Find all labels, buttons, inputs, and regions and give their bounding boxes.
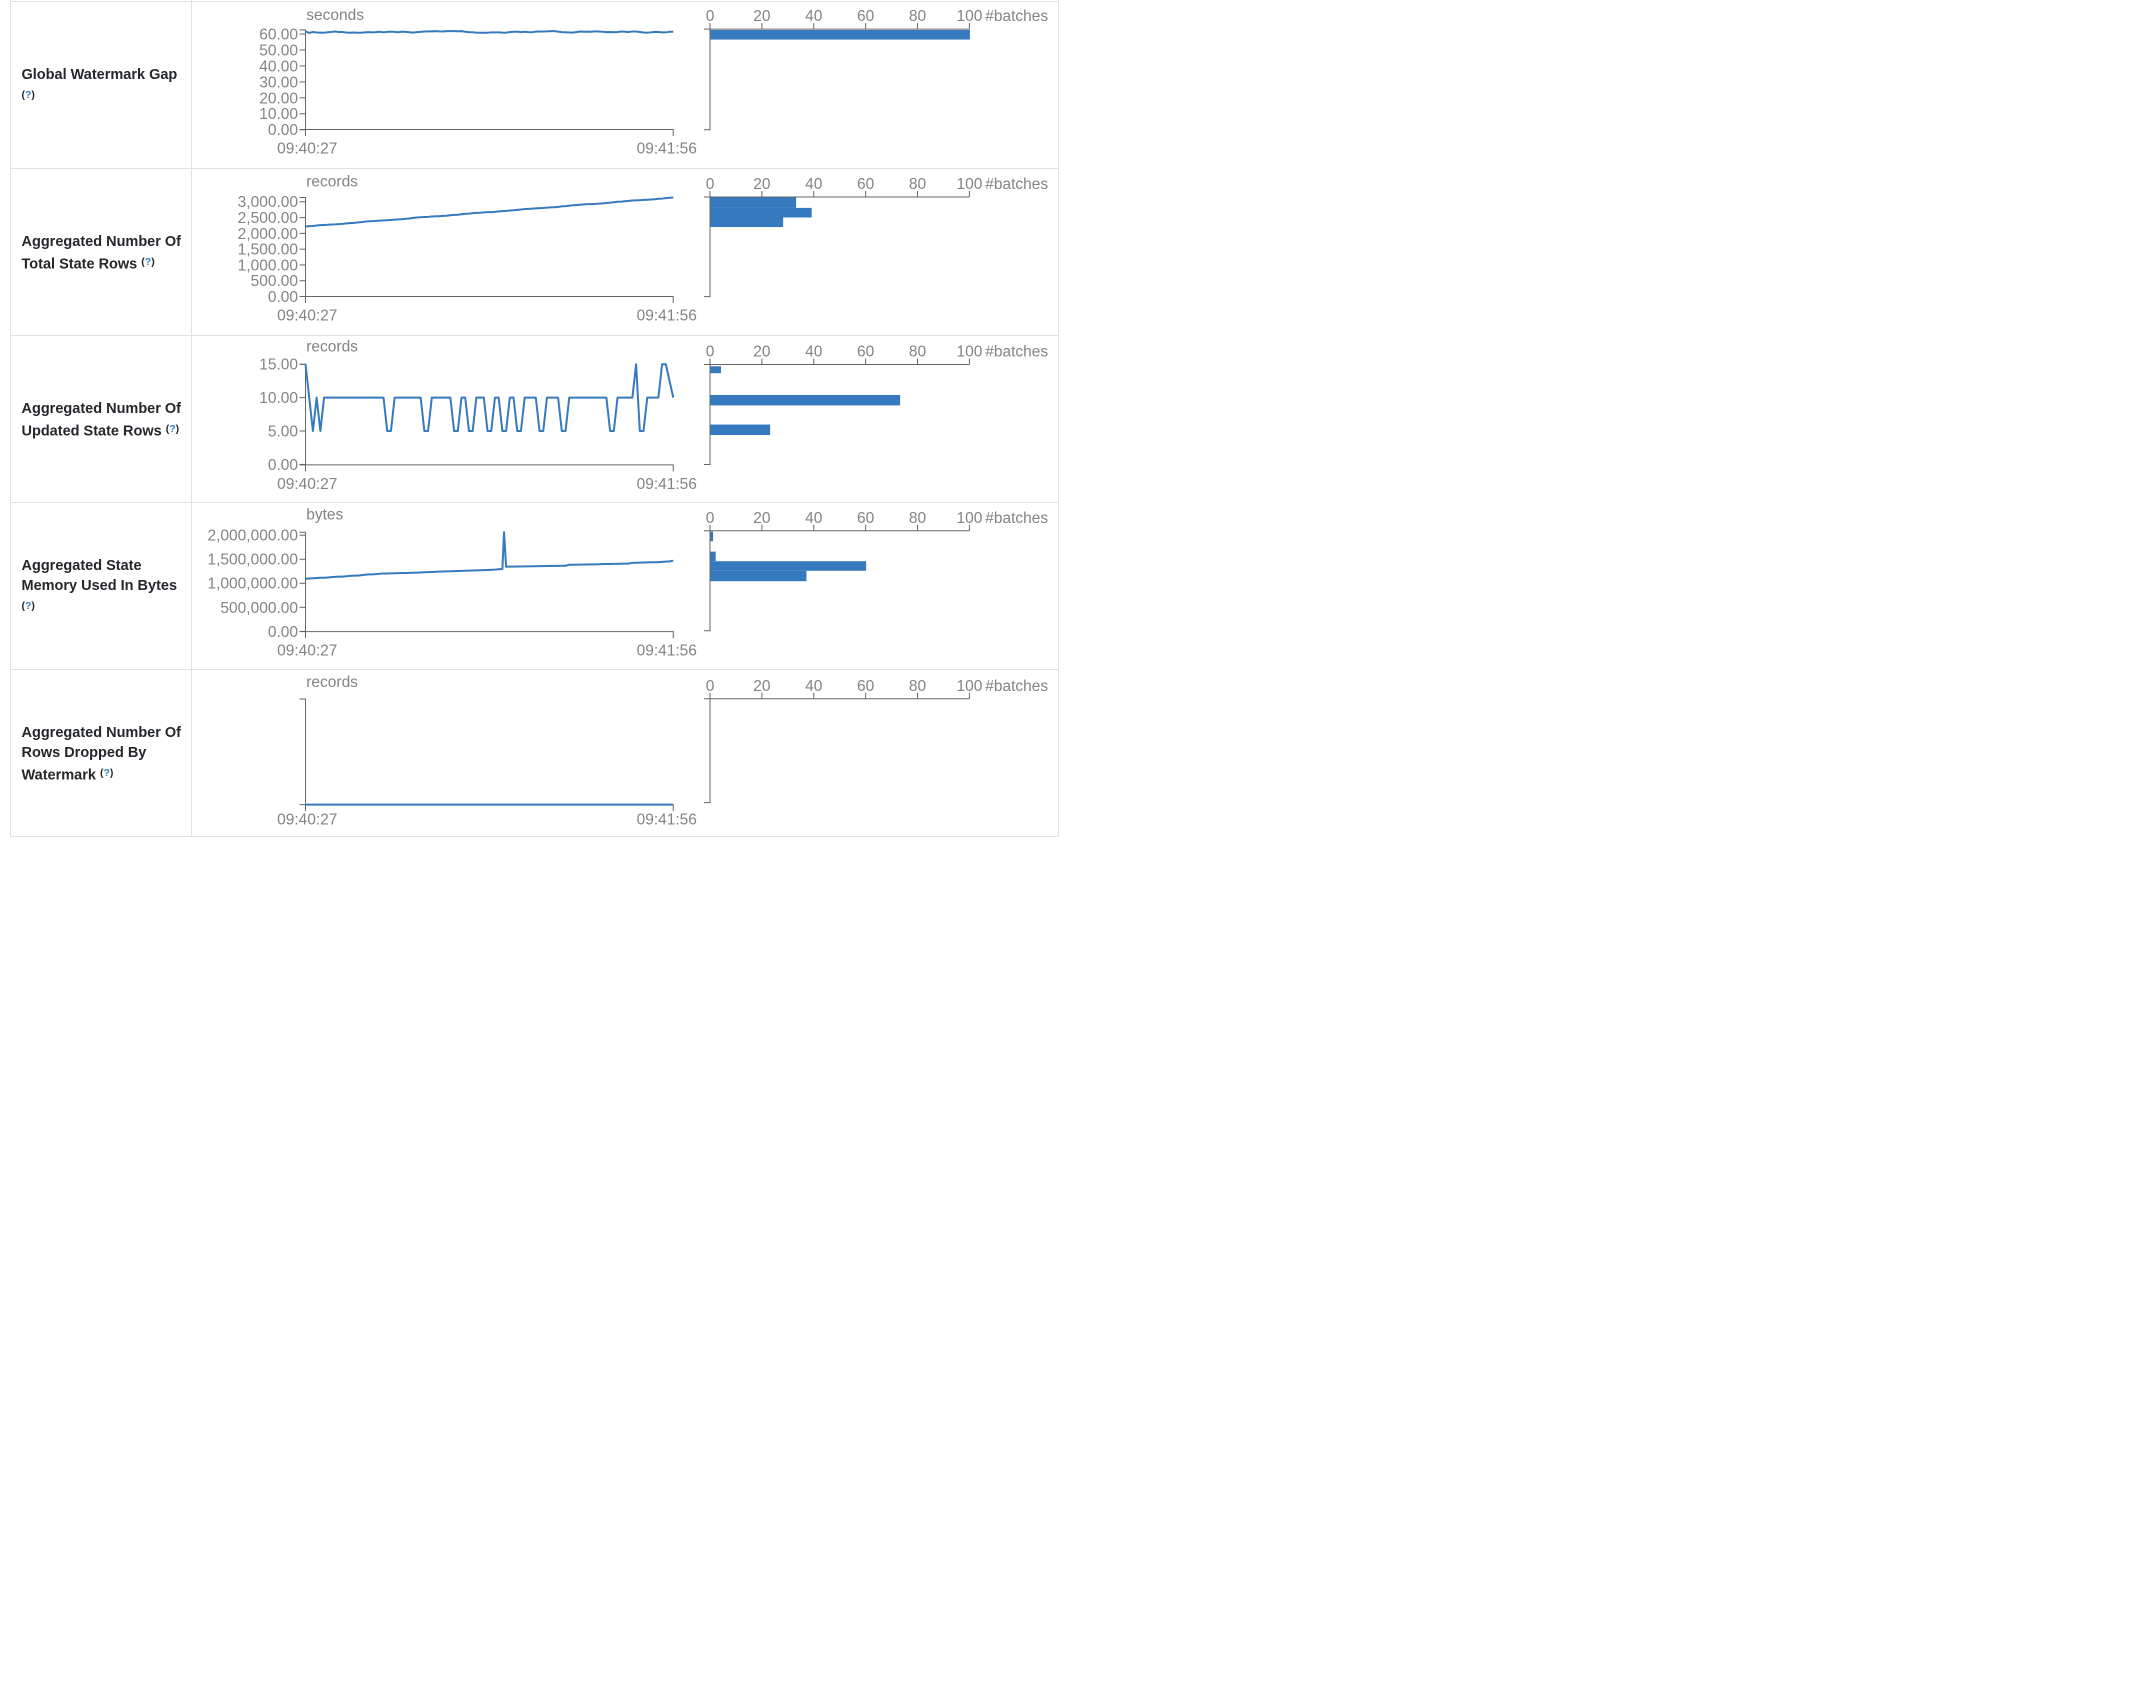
svg-text:100: 100 — [957, 344, 983, 361]
svg-text:60: 60 — [857, 678, 875, 695]
svg-text:#batches: #batches — [986, 8, 1049, 25]
svg-text:20: 20 — [754, 678, 772, 695]
svg-text:100: 100 — [957, 510, 983, 527]
svg-text:100: 100 — [957, 678, 983, 695]
svg-text:60: 60 — [857, 510, 875, 527]
svg-text:50.00: 50.00 — [259, 42, 298, 59]
svg-text:30.00: 30.00 — [259, 74, 298, 91]
svg-text:20: 20 — [754, 344, 772, 361]
svg-text:records: records — [307, 674, 359, 691]
svg-text:0: 0 — [706, 176, 715, 193]
svg-text:40: 40 — [805, 8, 823, 25]
svg-text:0: 0 — [706, 8, 715, 25]
svg-text:100: 100 — [957, 176, 983, 193]
svg-text:09:41:56: 09:41:56 — [637, 141, 697, 158]
svg-text:60: 60 — [857, 344, 875, 361]
svg-text:0.00: 0.00 — [268, 624, 299, 641]
svg-text:0.00: 0.00 — [268, 457, 299, 474]
svg-text:2,000.00: 2,000.00 — [238, 226, 299, 243]
svg-text:1,500.00: 1,500.00 — [238, 242, 299, 259]
svg-text:100: 100 — [957, 8, 983, 25]
svg-text:20.00: 20.00 — [259, 90, 298, 107]
svg-text:60: 60 — [857, 8, 875, 25]
svg-text:15.00: 15.00 — [259, 357, 298, 374]
svg-text:20: 20 — [754, 176, 772, 193]
svg-text:2,500.00: 2,500.00 — [238, 210, 299, 227]
svg-text:40: 40 — [805, 678, 823, 695]
svg-text:09:40:27: 09:40:27 — [277, 643, 337, 660]
svg-text:09:41:56: 09:41:56 — [637, 812, 697, 829]
svg-text:#batches: #batches — [986, 344, 1049, 361]
svg-text:10.00: 10.00 — [259, 106, 298, 123]
svg-text:80: 80 — [909, 8, 927, 25]
svg-text:60.00: 60.00 — [259, 26, 298, 43]
svg-text:09:41:56: 09:41:56 — [637, 476, 697, 493]
svg-text:0.00: 0.00 — [268, 289, 299, 306]
svg-text:records: records — [307, 174, 359, 191]
svg-text:40: 40 — [805, 176, 823, 193]
svg-text:5.00: 5.00 — [268, 423, 299, 440]
svg-text:80: 80 — [909, 344, 927, 361]
svg-text:3,000.00: 3,000.00 — [238, 194, 299, 211]
svg-text:80: 80 — [909, 510, 927, 527]
svg-text:2,000,000.00: 2,000,000.00 — [208, 528, 299, 545]
svg-text:1,000.00: 1,000.00 — [238, 257, 299, 274]
svg-text:#batches: #batches — [986, 678, 1049, 695]
svg-text:80: 80 — [909, 176, 927, 193]
svg-text:1,000,000.00: 1,000,000.00 — [208, 576, 299, 593]
svg-text:0: 0 — [706, 510, 715, 527]
svg-text:80: 80 — [909, 678, 927, 695]
svg-text:0: 0 — [706, 344, 715, 361]
svg-text:records: records — [307, 339, 359, 356]
svg-text:09:41:56: 09:41:56 — [637, 643, 697, 660]
svg-text:1,500,000.00: 1,500,000.00 — [208, 552, 299, 569]
svg-text:500,000.00: 500,000.00 — [221, 600, 299, 617]
svg-text:500.00: 500.00 — [251, 273, 299, 290]
svg-text:40: 40 — [805, 510, 823, 527]
svg-text:40.00: 40.00 — [259, 58, 298, 75]
svg-text:09:41:56: 09:41:56 — [637, 308, 697, 325]
svg-text:09:40:27: 09:40:27 — [277, 812, 337, 829]
svg-text:0.00: 0.00 — [268, 122, 299, 139]
svg-text:40: 40 — [805, 344, 823, 361]
svg-text:20: 20 — [754, 8, 772, 25]
svg-text:09:40:27: 09:40:27 — [277, 308, 337, 325]
svg-text:10.00: 10.00 — [259, 390, 298, 407]
svg-text:09:40:27: 09:40:27 — [277, 141, 337, 158]
svg-text:60: 60 — [857, 176, 875, 193]
svg-text:seconds: seconds — [307, 7, 365, 24]
svg-text:09:40:27: 09:40:27 — [277, 476, 337, 493]
svg-text:0: 0 — [706, 678, 715, 695]
svg-text:20: 20 — [754, 510, 772, 527]
svg-text:#batches: #batches — [986, 510, 1049, 527]
svg-text:#batches: #batches — [986, 176, 1049, 193]
svg-text:bytes: bytes — [307, 507, 344, 524]
